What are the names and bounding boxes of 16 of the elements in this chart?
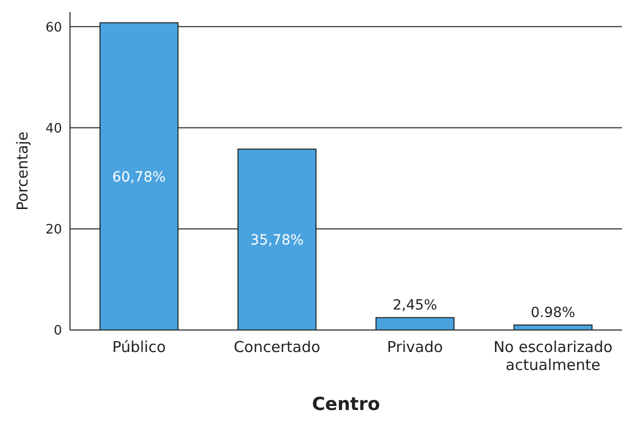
y-axis-title: Porcentaje: [13, 132, 32, 210]
x-axis-title: Centro: [312, 394, 380, 415]
y-tick-label: 0: [54, 324, 62, 339]
y-tick-label: 20: [45, 222, 62, 238]
bar: [514, 324, 592, 330]
y-tick-label: 60: [45, 20, 62, 36]
data-label: 2,45%: [392, 298, 438, 314]
x-tick-label: No escolarizado actualmente: [493, 338, 613, 374]
x-tick-label: Público: [112, 338, 166, 356]
x-tick-label: Concertado: [234, 338, 320, 356]
bar: [376, 317, 454, 330]
data-label: 60,78%: [112, 169, 166, 186]
data-label: 0.98%: [530, 305, 576, 322]
data-label: 35,78%: [250, 232, 304, 249]
y-tick-label: 40: [45, 121, 62, 136]
x-tick-label: Privado: [387, 338, 443, 356]
